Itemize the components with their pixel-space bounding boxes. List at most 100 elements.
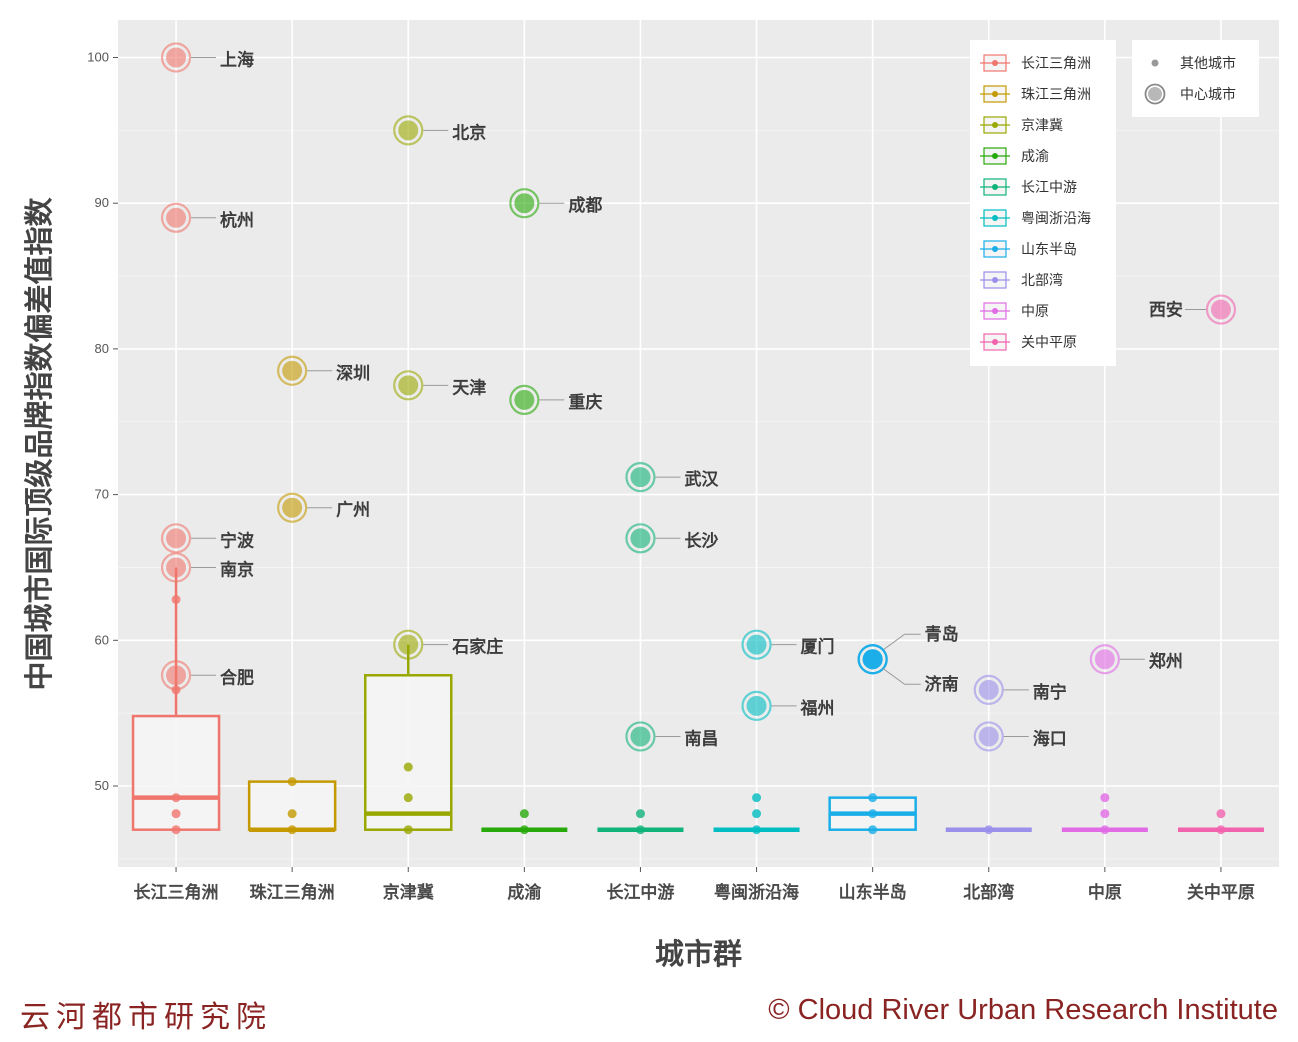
center-city-point [862, 649, 883, 670]
other-city-point [171, 809, 181, 819]
box-京津冀 [364, 644, 453, 831]
city-label: 上海 [220, 50, 254, 71]
legend-key [980, 209, 1010, 227]
y-tick-label: 80 [95, 341, 109, 356]
center-city-point [398, 120, 419, 141]
center-city-宁波: 宁波 [160, 523, 255, 554]
city-label: 济南 [925, 674, 959, 695]
center-city-point [166, 557, 187, 578]
city-label: 成都 [568, 195, 602, 216]
center-city-深圳: 深圳 [277, 355, 370, 386]
center-city-point [398, 375, 419, 396]
other-city-point [403, 762, 413, 772]
x-tick-label: 山东半岛 [839, 882, 907, 903]
legend-key-dot [992, 215, 998, 221]
x-tick-label: 珠江三角洲 [250, 882, 335, 903]
center-city-point [514, 193, 535, 214]
y-tick-label: 100 [87, 50, 109, 65]
x-tick-label: 长江三角洲 [134, 882, 219, 903]
city-label: 厦门 [801, 637, 835, 658]
legend-label: 关中平原 [1021, 335, 1077, 351]
center-city-ring [625, 462, 656, 493]
legend-key-dot [992, 153, 998, 159]
center-city-point [166, 207, 187, 228]
other-city-point [984, 825, 994, 835]
center-city-point [978, 726, 999, 747]
center-city-ring [160, 202, 192, 233]
center-city-福州: 福州 [741, 690, 835, 721]
center-city-point [398, 634, 419, 655]
legend-label: 北部湾 [1021, 272, 1063, 289]
other-city-point [752, 809, 762, 819]
center-city-ring [625, 523, 656, 554]
center-city-ring [1205, 294, 1237, 325]
legend-other-dot [1151, 59, 1159, 67]
center-city-长沙: 长沙 [625, 523, 718, 554]
center-city-point [166, 47, 187, 68]
other-city-point [171, 825, 181, 835]
y-axis-title: 中国城市国际顶级品牌指数偏差值指数 [22, 197, 56, 691]
center-city-ring [857, 644, 888, 675]
city-label: 合肥 [220, 667, 254, 688]
city-label: 南昌 [684, 728, 718, 749]
center-city-point [1094, 649, 1115, 670]
center-city-point [630, 467, 651, 488]
legend-key [980, 240, 1010, 258]
center-city-ring [160, 42, 192, 73]
other-city-point [1100, 825, 1110, 835]
y-tick-label: 90 [95, 195, 109, 210]
legend-label: 山东半岛 [1021, 242, 1077, 258]
x-tick-label: 关中平原 [1187, 882, 1255, 903]
center-city-point [630, 726, 651, 747]
center-city-郑州: 郑州 [1089, 644, 1183, 675]
legend-key [980, 302, 1010, 320]
center-city-point [282, 497, 303, 518]
center-city-上海: 上海 [160, 42, 254, 73]
city-label: 石家庄 [451, 637, 503, 658]
x-tick-label: 京津冀 [383, 882, 434, 903]
legend-key-dot [992, 246, 998, 252]
other-city-point [403, 825, 413, 835]
center-city-成都: 成都 [509, 188, 602, 219]
label-leader [882, 633, 921, 651]
other-city-point [403, 793, 413, 803]
other-city-point [171, 793, 181, 803]
legend-key [980, 116, 1010, 134]
center-city-point [978, 679, 999, 700]
legend-key [980, 54, 1010, 72]
center-city-ring [160, 523, 192, 554]
center-city-ring [160, 660, 192, 691]
legend-size-center: 中心城市 [1180, 86, 1236, 103]
legend-label: 长江三角洲 [1021, 56, 1091, 72]
legend-key [980, 147, 1010, 165]
legend-key [980, 178, 1010, 196]
x-tick-label: 长江中游 [606, 882, 674, 903]
y-tick-label: 50 [95, 778, 109, 793]
center-city-厦门: 厦门 [741, 629, 835, 660]
center-city-海口: 海口 [973, 721, 1067, 752]
center-city-ring [277, 355, 308, 386]
other-city-point [287, 809, 297, 819]
other-city-point [1216, 809, 1226, 819]
city-label: 北京 [452, 122, 486, 143]
other-city-point [287, 825, 297, 835]
legend-center-dot [1148, 87, 1162, 101]
legend-key [980, 271, 1010, 289]
city-label: 南京 [220, 559, 254, 580]
x-tick-label: 粤闽浙沿海 [714, 882, 799, 903]
center-city-point [1210, 299, 1231, 320]
center-city-合肥: 合肥 [160, 660, 254, 691]
legend-key-dot [992, 60, 998, 66]
legend-key-dot [992, 91, 998, 97]
other-city-point [868, 793, 878, 803]
center-city-南京: 南京 [160, 552, 254, 583]
city-label: 宁波 [220, 530, 255, 551]
center-city-ring [973, 721, 1004, 752]
city-label: 深圳 [336, 363, 370, 384]
center-city-天津: 天津 [393, 370, 486, 401]
x-axis-title: 城市群 [655, 937, 742, 971]
x-tick-label: 成渝 [507, 882, 542, 903]
legend-label: 长江中游 [1021, 180, 1077, 196]
